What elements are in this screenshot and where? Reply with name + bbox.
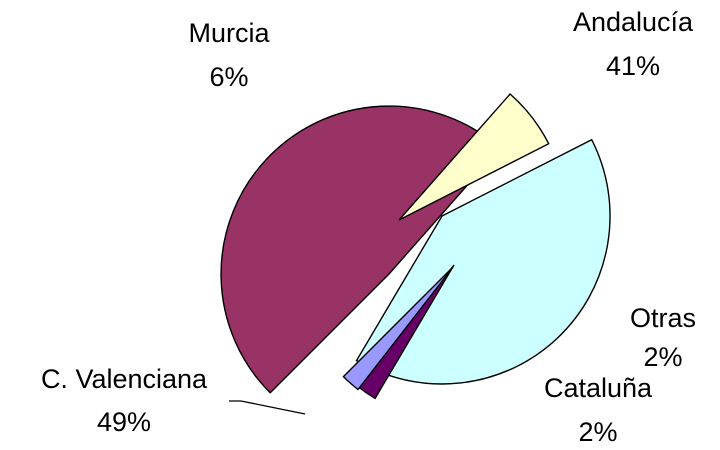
slice-murcia: [398, 93, 550, 221]
slice-c-valenciana: [220, 105, 502, 394]
label-murcia-value: 6%: [209, 62, 248, 92]
leader-line-c-valenciana: [229, 400, 306, 415]
slice-cataluna: [342, 266, 454, 391]
label-c-valenciana-name: C. Valenciana: [41, 364, 208, 394]
label-c-valenciana-value: 49%: [97, 407, 151, 437]
label-otras-name: Otras: [630, 303, 696, 333]
pie-slices: [220, 93, 611, 400]
label-andalucia-name: Andalucía: [573, 7, 694, 37]
label-otras-value: 2%: [643, 342, 682, 372]
label-murcia-name: Murcia: [188, 18, 270, 48]
leader-lines: [229, 400, 306, 415]
label-cataluna-value: 2%: [578, 417, 617, 447]
label-cataluna-name: Cataluña: [544, 373, 653, 403]
slice-labels: C. Valenciana 49% Murcia 6% Andalucía 41…: [41, 7, 696, 447]
label-andalucia-value: 41%: [606, 51, 660, 81]
